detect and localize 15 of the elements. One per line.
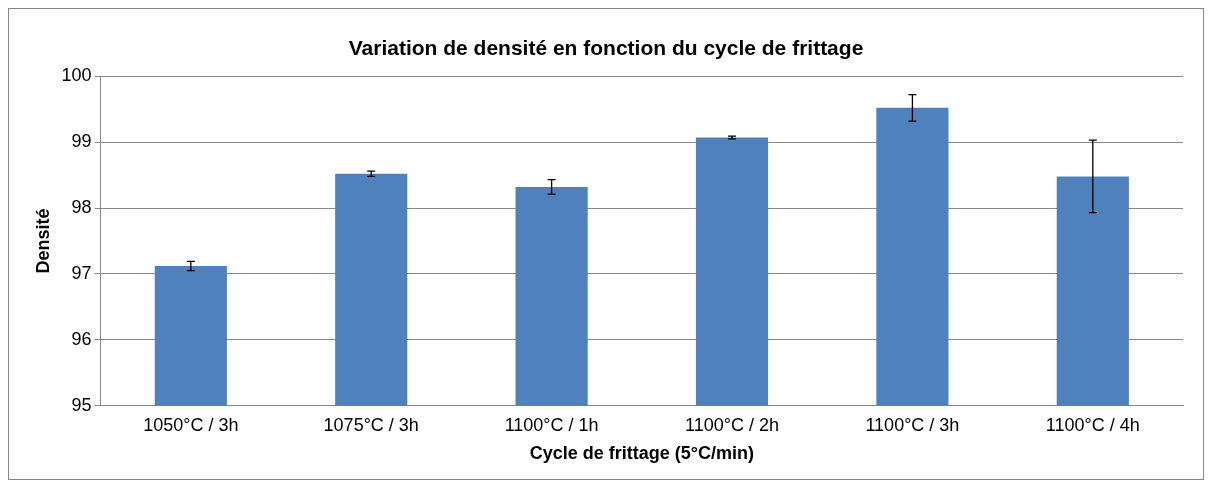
y-tick-label: 100	[61, 65, 92, 86]
x-tick-label: 1050°C / 3h	[143, 414, 239, 435]
y-tick-label: 98	[71, 197, 92, 218]
x-tick-label: 1100°C / 4h	[1045, 414, 1140, 435]
y-tick-label: 96	[71, 328, 92, 349]
y-tick-label: 95	[71, 394, 92, 415]
x-tick-label: 1100°C / 3h	[865, 414, 960, 435]
x-tick-label: 1100°C / 2h	[685, 414, 779, 435]
y-axis-title: Densité	[32, 208, 53, 274]
chart-title: Variation de densité en fonction du cycle de frittage	[348, 36, 864, 60]
y-tick-label: 99	[71, 131, 92, 152]
x-axis-title: Cycle de frittage (5°C/min)	[529, 443, 754, 464]
y-tick-label: 97	[71, 262, 92, 283]
x-tick-label: 1100°C / 1h	[504, 414, 599, 435]
x-tick-label: 1075°C / 3h	[323, 414, 419, 435]
